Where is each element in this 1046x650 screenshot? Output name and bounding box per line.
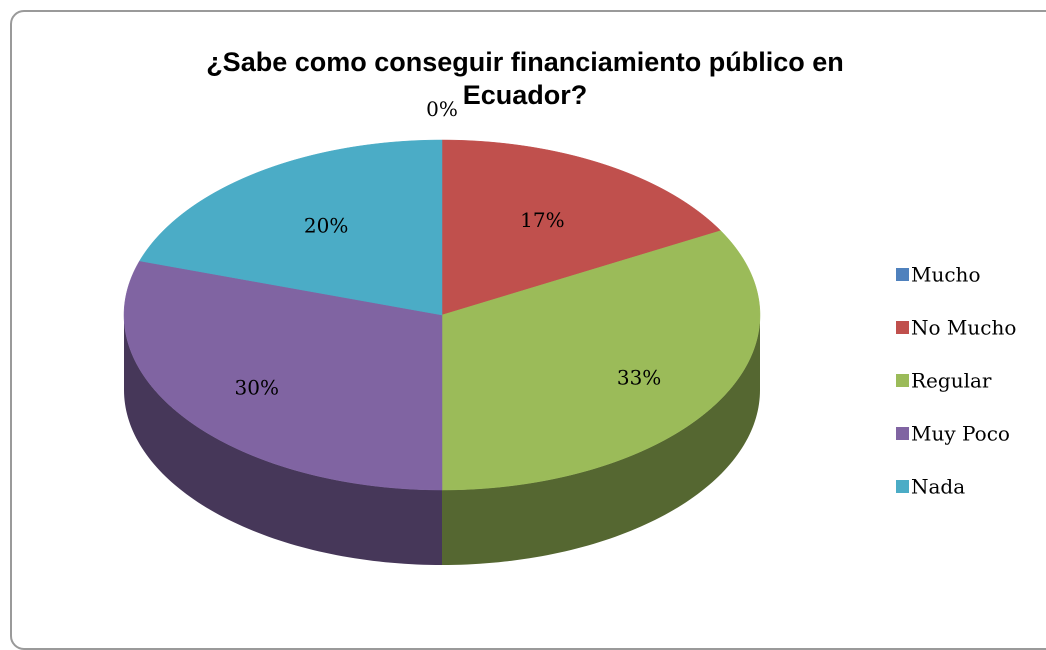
legend-swatch xyxy=(896,321,909,334)
legend-label: Nada xyxy=(911,475,965,499)
slice xyxy=(441,139,722,316)
legend-swatch xyxy=(896,480,909,493)
data-label: 20% xyxy=(304,214,348,238)
legend-label: Mucho xyxy=(911,263,980,287)
slice xyxy=(139,139,443,316)
data-label: 17% xyxy=(520,208,564,232)
legend-swatch xyxy=(896,427,909,440)
legend-swatch xyxy=(896,374,909,387)
slice xyxy=(123,260,443,491)
slice-side xyxy=(442,315,760,565)
chart-title: ¿Sabe como conseguir financiamiento públ… xyxy=(206,47,844,110)
data-label: 33% xyxy=(617,366,661,390)
data-label: 0% xyxy=(426,97,458,121)
page: ¿Sabe como conseguir financiamiento públ… xyxy=(10,10,1046,650)
legend-label: No Mucho xyxy=(911,316,1016,340)
legend-label: Muy Poco xyxy=(911,422,1010,446)
chart: 0% 17% 33% 30% 20% Mucho No Mucho Regular Muy Po… xyxy=(123,97,1016,565)
slice xyxy=(441,230,761,491)
data-label: 30% xyxy=(235,376,279,400)
legend-label: Regular xyxy=(911,369,992,393)
slice-side xyxy=(124,315,442,565)
legend-swatch xyxy=(896,268,909,281)
